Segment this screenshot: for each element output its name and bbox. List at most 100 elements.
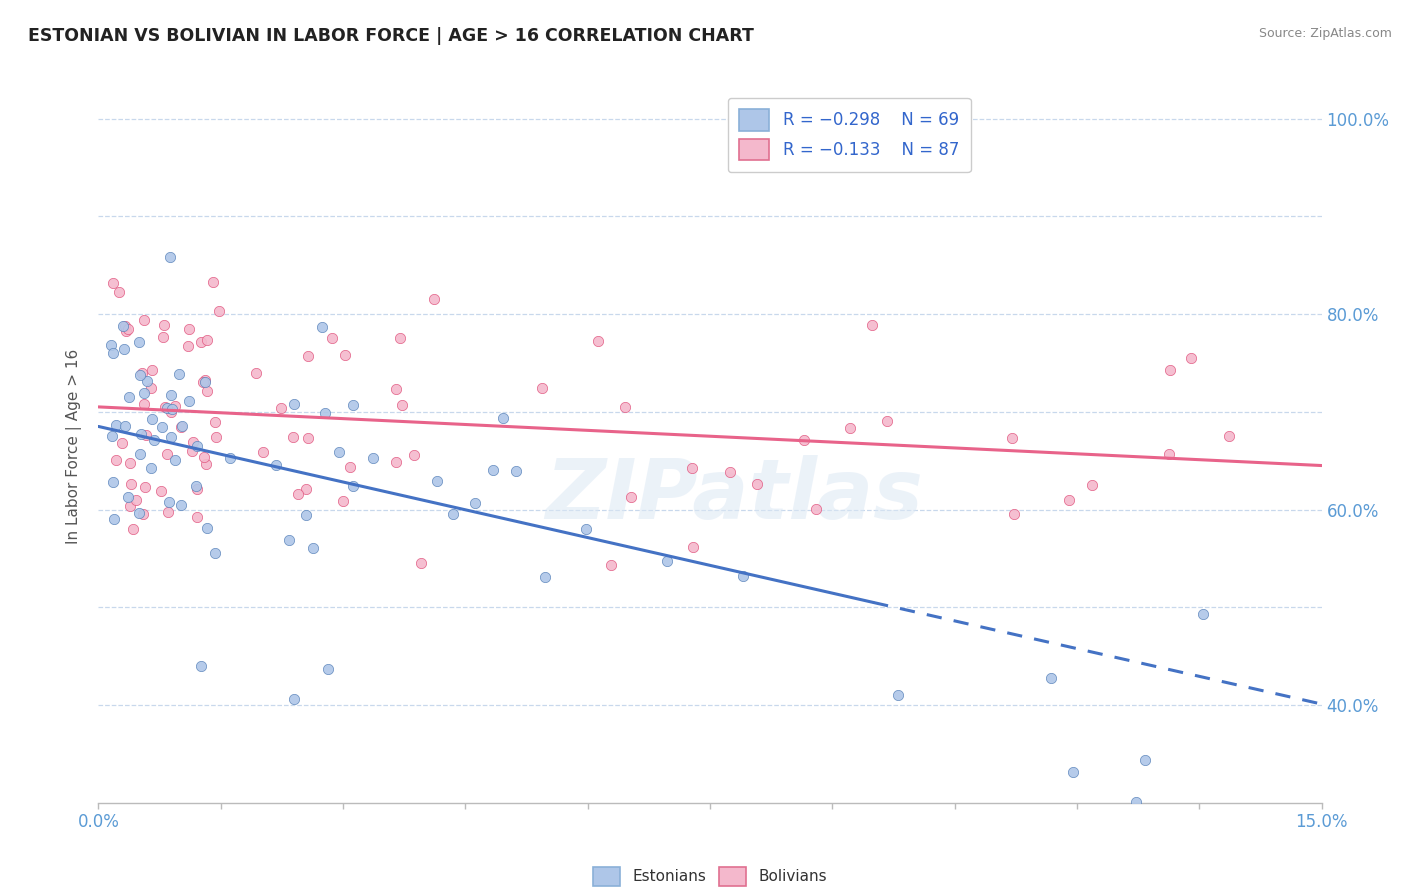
Point <box>181 444 204 458</box>
Point <box>131 367 153 381</box>
Point <box>135 428 157 442</box>
Point <box>321 331 343 345</box>
Point <box>342 479 364 493</box>
Point <box>165 399 187 413</box>
Point <box>190 658 212 673</box>
Point <box>186 478 208 492</box>
Point <box>283 430 305 444</box>
Point <box>177 339 200 353</box>
Point <box>316 662 339 676</box>
Point <box>202 275 225 289</box>
Point <box>120 477 142 491</box>
Point <box>384 382 406 396</box>
Point <box>162 401 184 416</box>
Point <box>204 546 226 560</box>
Point <box>103 475 125 490</box>
Point <box>186 439 208 453</box>
Point <box>160 405 183 419</box>
Point <box>204 415 226 429</box>
Point <box>1002 508 1025 522</box>
Point <box>129 447 152 461</box>
Point <box>112 342 135 356</box>
Point <box>492 411 515 425</box>
Point <box>301 541 323 556</box>
Point <box>876 414 898 428</box>
Point <box>1218 429 1240 443</box>
Point <box>160 430 183 444</box>
Point <box>391 398 413 412</box>
Point <box>297 432 319 446</box>
Point <box>534 570 557 584</box>
Point <box>125 493 148 508</box>
Point <box>194 376 217 390</box>
Point <box>134 480 156 494</box>
Point <box>328 445 350 459</box>
Point <box>118 499 141 513</box>
Point <box>118 390 141 404</box>
Point <box>586 334 609 349</box>
Point <box>195 521 218 535</box>
Point <box>177 322 200 336</box>
Point <box>132 312 155 326</box>
Point <box>208 303 231 318</box>
Point <box>332 494 354 508</box>
Point <box>159 388 181 402</box>
Point <box>464 496 486 510</box>
Point <box>195 384 218 398</box>
Point <box>422 292 444 306</box>
Point <box>1001 431 1024 445</box>
Point <box>333 348 356 362</box>
Point <box>1057 492 1080 507</box>
Point <box>139 461 162 475</box>
Point <box>186 482 208 496</box>
Point <box>111 436 134 450</box>
Point <box>128 506 150 520</box>
Point <box>1159 447 1181 461</box>
Point <box>745 476 768 491</box>
Point <box>100 338 122 352</box>
Point <box>575 522 598 536</box>
Point <box>530 381 553 395</box>
Point <box>195 333 218 347</box>
Point <box>314 406 336 420</box>
Legend: Estonians, Bolivians: Estonians, Bolivians <box>586 861 834 892</box>
Point <box>101 346 124 360</box>
Point <box>159 250 181 264</box>
Point <box>339 460 361 475</box>
Point <box>441 507 464 521</box>
Point <box>122 522 145 536</box>
Point <box>682 540 704 554</box>
Text: Source: ZipAtlas.com: Source: ZipAtlas.com <box>1258 27 1392 40</box>
Point <box>295 508 318 523</box>
Point <box>153 400 176 414</box>
Point <box>614 400 637 414</box>
Point <box>311 320 333 334</box>
Point <box>887 688 910 702</box>
Point <box>186 510 208 524</box>
Point <box>191 376 214 390</box>
Point <box>804 502 827 516</box>
Point <box>104 417 127 432</box>
Point <box>270 401 292 415</box>
Point <box>278 533 301 548</box>
Point <box>204 430 226 444</box>
Point <box>793 433 815 447</box>
Point <box>150 484 173 499</box>
Point <box>141 363 163 377</box>
Point <box>132 396 155 410</box>
Point <box>194 373 217 387</box>
Point <box>733 568 755 582</box>
Point <box>105 453 128 467</box>
Point <box>219 450 242 465</box>
Point <box>143 433 166 447</box>
Point <box>245 367 267 381</box>
Point <box>156 401 179 416</box>
Point <box>101 429 124 443</box>
Point <box>170 498 193 512</box>
Point <box>252 445 274 459</box>
Point <box>103 512 125 526</box>
Point <box>111 319 134 334</box>
Point <box>114 319 136 334</box>
Point <box>101 277 124 291</box>
Point <box>150 419 173 434</box>
